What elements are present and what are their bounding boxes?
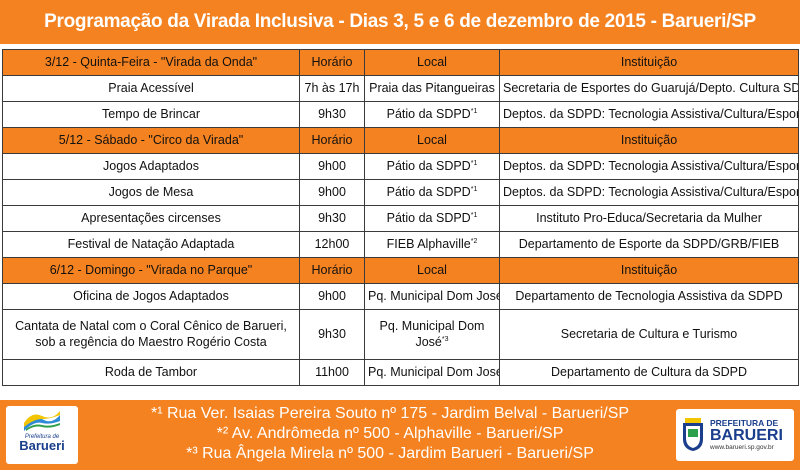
logo-right-url: www.barueri.sp.gov.br	[710, 443, 774, 451]
footnote-1: *¹ Rua Ver. Isaias Pereira Souto nº 175 …	[150, 405, 630, 422]
time-cell: 9h30	[299, 205, 365, 232]
institution-cell: Deptos. da SDPD: Tecnologia Assistiva/Cu…	[499, 153, 799, 180]
logo-left-prefix: Prefeitura de	[24, 434, 60, 440]
column-header-local: Local	[364, 257, 500, 284]
barueri-logo-left: Prefeitura de Barueri	[6, 406, 78, 464]
logo-right-prefix: PREFEITURA DE	[710, 417, 779, 428]
activity-cell: Jogos de Mesa	[2, 179, 300, 206]
activity-cell: Cantata de Natal com o Coral Cênico de B…	[2, 309, 300, 360]
footnote-ref: *3	[441, 335, 449, 343]
activity-cell: Jogos Adaptados	[2, 153, 300, 180]
column-header-local: Local	[364, 127, 500, 154]
section-heading: 6/12 - Domingo - "Virada no Parque"	[2, 257, 300, 284]
place-name: FIEB Alphaville	[386, 236, 471, 251]
table-row: Jogos de Mesa 9h00 Pátio da SDPD*1 Deptos. …	[2, 179, 799, 206]
place-cell: FIEB Alphaville*2	[364, 231, 500, 258]
footnote-2: *² Av. Andrômeda nº 500 - Alphaville - B…	[216, 425, 564, 442]
logo-right-name: BARUERI	[710, 426, 783, 444]
institution-cell: Departamento de Esporte da SDPD/GRB/FIEB	[499, 231, 799, 258]
place-cell: Pátio da SDPD*1	[364, 101, 500, 128]
time-cell: 9h00	[299, 153, 365, 180]
place-name: Pátio da SDPD	[386, 106, 471, 121]
activity-cell: Roda de Tambor	[2, 359, 300, 386]
place-cell: Pátio da SDPD*1	[364, 205, 500, 232]
column-header-instituicao: Instituição	[499, 257, 799, 284]
coat-of-arms-icon	[683, 418, 703, 451]
footnote-ref: *2	[470, 237, 478, 245]
institution-cell: Departamento de Cultura da SDPD	[499, 359, 799, 386]
page-title: Programação da Virada Inclusiva - Dias 3…	[0, 0, 800, 44]
table-row: Oficina de Jogos Adaptados 9h00 Pq. Munici…	[2, 283, 799, 310]
time-cell: 9h00	[299, 179, 365, 206]
activity-cell: Festival de Natação Adaptada	[2, 231, 300, 258]
footnote-3: *³ Rua Ângela Mirela nº 500 - Jardim Bar…	[186, 445, 594, 462]
institution-cell: Secretaria de Cultura e Turismo	[499, 309, 799, 360]
place-cell: Pq. Municipal Dom José*3	[364, 309, 500, 360]
institution-cell: Deptos. da SDPD: Tecnologia Assistiva/Cu…	[499, 179, 799, 206]
table-row: Cantata de Natal com o Coral Cênico de B…	[2, 309, 799, 360]
section-header-row: 6/12 - Domingo - "Virada no Parque" Horár…	[2, 257, 799, 284]
time-cell: 9h30	[299, 101, 365, 128]
place-name: Praia das Pitangueiras	[369, 80, 495, 95]
time-cell: 7h às 17h	[299, 75, 365, 102]
table-row: Apresentações circenses 9h30 Pátio da SDPD…	[2, 205, 799, 232]
table-row: Festival de Natação Adaptada 12h00 FIEB Al…	[2, 231, 799, 258]
table-row: Roda de Tambor 11h00 Pq. Municipal Dom Jos…	[2, 359, 799, 386]
activity-cell: Tempo de Brincar	[2, 101, 300, 128]
place-name: Pq. Municipal Dom José	[368, 364, 500, 379]
time-cell: 11h00	[299, 359, 365, 386]
footnote-ref: *1	[470, 107, 478, 115]
place-name: Pq. Municipal Dom José	[379, 318, 485, 349]
time-cell: 9h00	[299, 283, 365, 310]
column-header-local: Local	[364, 49, 500, 76]
footnote-ref: *1	[470, 211, 478, 219]
section-header-row: 3/12 - Quinta-Feira - "Virada da Onda" Ho…	[2, 49, 799, 76]
footnotes: *¹ Rua Ver. Isaias Pereira Souto nº 175 …	[90, 404, 690, 464]
schedule-table: 3/12 - Quinta-Feira - "Virada da Onda" Ho…	[2, 49, 799, 386]
section-heading: 3/12 - Quinta-Feira - "Virada da Onda"	[2, 49, 300, 76]
activity-cell: Praia Acessível	[2, 75, 300, 102]
place-cell: Praia das Pitangueiras	[364, 75, 500, 102]
place-cell: Pq. Municipal Dom José*3	[364, 283, 500, 310]
place-name: Pátio da SDPD	[386, 158, 471, 173]
column-header-horario: Horário	[299, 127, 365, 154]
place-cell: Pátio da SDPD*1	[364, 153, 500, 180]
footer-bar: Prefeitura de Barueri *¹ Rua Ver. Isaias…	[0, 400, 800, 470]
time-cell: 9h30	[299, 309, 365, 360]
institution-cell: Deptos. da SDPD: Tecnologia Assistiva/Cu…	[499, 101, 799, 128]
table-row: Jogos Adaptados 9h00 Pátio da SDPD*1 Deptos…	[2, 153, 799, 180]
place-name: Pátio da SDPD	[386, 184, 471, 199]
place-cell: Pq. Municipal Dom José*3	[364, 359, 500, 386]
time-cell: 12h00	[299, 231, 365, 258]
column-header-horario: Horário	[299, 49, 365, 76]
institution-cell: Secretaria de Esportes do Guarujá/Depto.…	[499, 75, 799, 102]
barueri-logo-right: PREFEITURA DE BARUERI www.barueri.sp.gov…	[676, 409, 794, 461]
footnote-ref: *1	[470, 159, 478, 167]
place-name: Pátio da SDPD	[386, 210, 471, 225]
activity-cell: Apresentações circenses	[2, 205, 300, 232]
column-header-instituicao: Instituição	[499, 49, 799, 76]
section-heading: 5/12 - Sábado - "Circo da Virada"	[2, 127, 300, 154]
institution-cell: Instituto Pro-Educa/Secretaria da Mulher	[499, 205, 799, 232]
institution-cell: Departamento de Tecnologia Assistiva da …	[499, 283, 799, 310]
column-header-horario: Horário	[299, 257, 365, 284]
section-header-row: 5/12 - Sábado - "Circo da Virada" Horário…	[2, 127, 799, 154]
place-name: Pq. Municipal Dom José	[368, 288, 500, 303]
activity-cell: Oficina de Jogos Adaptados	[2, 283, 300, 310]
table-row: Tempo de Brincar 9h30 Pátio da SDPD*1 Depto…	[2, 101, 799, 128]
place-cell: Pátio da SDPD*1	[364, 179, 500, 206]
footnote-ref: *1	[470, 185, 478, 193]
table-row: Praia Acessível 7h às 17h Praia das Pitang…	[2, 75, 799, 102]
flag-icon	[24, 411, 60, 431]
column-header-instituicao: Instituição	[499, 127, 799, 154]
logo-left-name: Barueri	[19, 438, 65, 453]
